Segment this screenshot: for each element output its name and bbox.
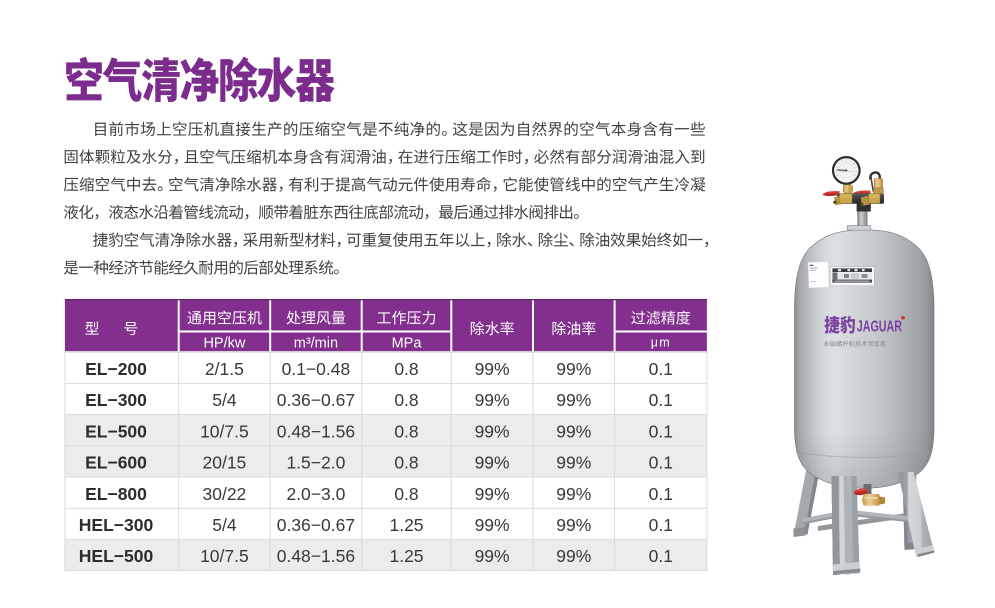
- svg-text:EL−200: EL−200: [85, 359, 147, 379]
- svg-text:2.0−3.0: 2.0−3.0: [286, 484, 345, 504]
- svg-text:HEL−500: HEL−500: [79, 546, 154, 566]
- svg-text:99%: 99%: [556, 515, 591, 535]
- svg-text:0.8: 0.8: [394, 390, 418, 410]
- svg-text:0.1: 0.1: [649, 546, 673, 566]
- svg-text:0.1: 0.1: [649, 484, 673, 504]
- svg-text:0.36−0.67: 0.36−0.67: [277, 390, 355, 410]
- svg-text:1.25: 1.25: [389, 546, 423, 566]
- svg-text:20/15: 20/15: [203, 453, 247, 473]
- svg-text:0.8: 0.8: [394, 359, 418, 379]
- svg-text:HEL−300: HEL−300: [79, 515, 154, 535]
- svg-text:0.48−1.56: 0.48−1.56: [277, 421, 355, 441]
- svg-text:EL−300: EL−300: [85, 390, 147, 410]
- svg-text:0.1: 0.1: [649, 390, 673, 410]
- svg-text:0.1: 0.1: [649, 515, 673, 535]
- svg-text:0.1: 0.1: [649, 421, 673, 441]
- svg-text:m³/min: m³/min: [294, 335, 338, 351]
- svg-text:0.8: 0.8: [394, 484, 418, 504]
- svg-text:1.5−2.0: 1.5−2.0: [286, 453, 345, 473]
- svg-text:99%: 99%: [556, 390, 591, 410]
- svg-text:1.25: 1.25: [389, 515, 423, 535]
- svg-text:99%: 99%: [556, 453, 591, 473]
- svg-text:99%: 99%: [556, 546, 591, 566]
- svg-text:EL−800: EL−800: [85, 484, 147, 504]
- svg-text:99%: 99%: [475, 515, 510, 535]
- svg-text:10/7.5: 10/7.5: [200, 546, 249, 566]
- svg-text:99%: 99%: [475, 421, 510, 441]
- svg-text:0.1−0.48: 0.1−0.48: [282, 359, 351, 379]
- svg-text:99%: 99%: [556, 484, 591, 504]
- svg-text:MPa: MPa: [392, 335, 423, 351]
- svg-text:5/4: 5/4: [212, 390, 237, 410]
- svg-text:5/4: 5/4: [212, 515, 237, 535]
- svg-text:μm: μm: [651, 336, 671, 350]
- svg-text:99%: 99%: [475, 484, 510, 504]
- svg-text:EL−600: EL−600: [85, 453, 147, 473]
- svg-text:0.8: 0.8: [394, 421, 418, 441]
- svg-text:2/1.5: 2/1.5: [205, 359, 244, 379]
- svg-text:0.1: 0.1: [649, 453, 673, 473]
- svg-text:99%: 99%: [556, 421, 591, 441]
- svg-text:0.36−0.67: 0.36−0.67: [277, 515, 355, 535]
- svg-text:0.48−1.56: 0.48−1.56: [277, 546, 355, 566]
- svg-text:99%: 99%: [475, 390, 510, 410]
- svg-text:0.1: 0.1: [649, 359, 673, 379]
- svg-text:99%: 99%: [475, 546, 510, 566]
- svg-text:99%: 99%: [475, 359, 510, 379]
- svg-text:10/7.5: 10/7.5: [200, 421, 249, 441]
- svg-text:99%: 99%: [475, 453, 510, 473]
- svg-text:99%: 99%: [556, 359, 591, 379]
- svg-text:JAGUAR: JAGUAR: [857, 318, 902, 335]
- svg-text:30/22: 30/22: [203, 484, 247, 504]
- svg-text:HP/kw: HP/kw: [203, 335, 245, 351]
- svg-text:0.8: 0.8: [394, 453, 418, 473]
- svg-text:EL−500: EL−500: [85, 421, 147, 441]
